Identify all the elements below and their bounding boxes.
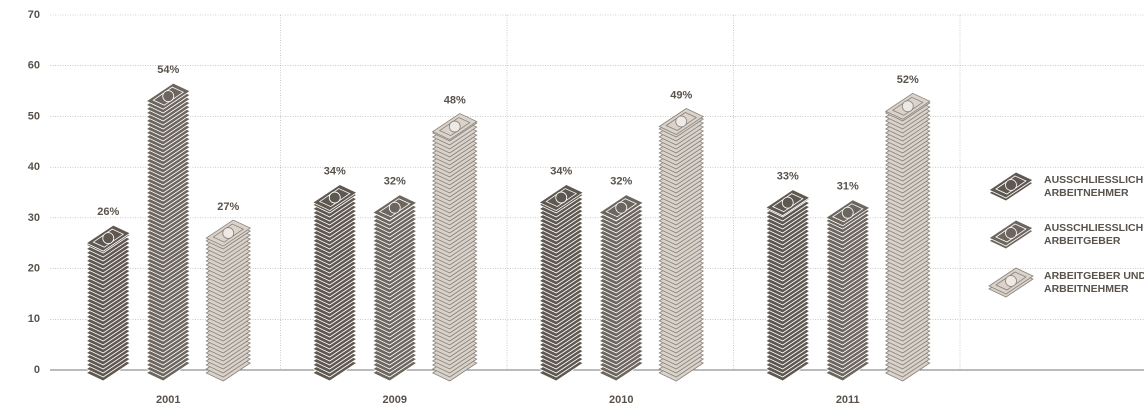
value-label: 33% (777, 171, 799, 183)
value-label: 31% (837, 181, 859, 193)
note-coin (781, 196, 794, 209)
note-coin (102, 232, 115, 245)
value-label: 34% (550, 165, 572, 177)
bar (538, 184, 585, 382)
x-tick-label: 2010 (609, 394, 633, 406)
x-tick-label: 2011 (836, 394, 860, 406)
value-label: 34% (324, 165, 346, 177)
x-tick-label: 2009 (383, 394, 407, 406)
bar (311, 184, 358, 382)
value-label: 32% (610, 176, 632, 188)
note-coin (901, 100, 914, 113)
legend-label: ARBEITGEBER UND ARBEITNEHMER (1044, 270, 1144, 295)
bar (764, 189, 811, 382)
y-tick-label: 0 (34, 364, 40, 376)
legend-icon (988, 219, 1034, 250)
bar (824, 199, 871, 382)
value-label: 54% (157, 64, 179, 76)
legend-icon (988, 171, 1034, 202)
value-label: 27% (217, 201, 239, 213)
note-coin (1005, 227, 1017, 239)
bar (205, 219, 252, 382)
note-coin (162, 90, 175, 103)
bar (371, 194, 418, 382)
note-coin (675, 115, 688, 128)
note-coin (841, 206, 854, 219)
note-coin (615, 201, 628, 214)
y-tick-label: 40 (28, 161, 40, 173)
value-label: 26% (97, 206, 119, 218)
note-coin (555, 191, 568, 204)
bar (598, 194, 645, 382)
bar (431, 113, 478, 382)
bar (658, 108, 705, 382)
note-coin (1005, 275, 1017, 287)
y-tick-label: 10 (28, 313, 40, 325)
value-label: 32% (384, 176, 406, 188)
y-tick-label: 60 (28, 60, 40, 72)
legend-label: AUSSCHLIESSLICH ARBEITNEHMER (1044, 174, 1144, 199)
note-coin (448, 120, 461, 133)
note-coin (388, 201, 401, 214)
legend-icon (988, 267, 1034, 298)
value-label: 52% (897, 74, 919, 86)
x-tick-label: 2001 (156, 394, 180, 406)
value-label: 48% (444, 94, 466, 106)
bar (85, 224, 132, 382)
bar (145, 82, 192, 382)
note-coin (328, 191, 341, 204)
legend-label: AUSSCHLIESSLICH ARBEITGEBER (1044, 222, 1144, 247)
note-coin (1005, 179, 1017, 191)
y-tick-label: 50 (28, 110, 40, 122)
value-label: 49% (670, 89, 692, 101)
y-tick-label: 30 (28, 212, 40, 224)
note-coin (222, 227, 235, 239)
y-tick-label: 70 (28, 9, 40, 21)
y-tick-label: 20 (28, 262, 40, 274)
bar (884, 92, 931, 382)
